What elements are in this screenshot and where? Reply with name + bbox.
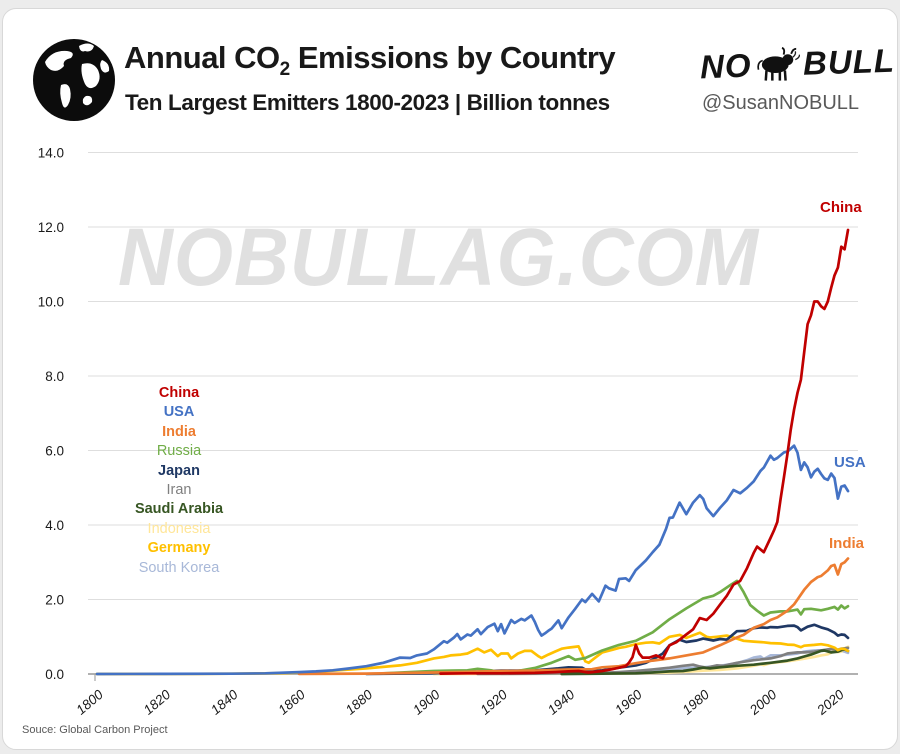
legend-item-russia: Russia — [156, 443, 202, 460]
chart-legend: China USA India Russia Japan Iran Saudi Arabia… — [96, 384, 262, 578]
x-tick-label: 1860 — [275, 687, 308, 718]
series-line-germany — [95, 631, 850, 676]
x-tick-label: 1880 — [343, 687, 376, 718]
x-tick-label: 1940 — [545, 687, 578, 718]
legend-item-china: China — [158, 385, 200, 401]
title-subscript: 2 — [279, 59, 291, 81]
y-tick-label: 12.0 — [38, 220, 64, 235]
legend-item-south-korea: South Korea — [138, 559, 220, 576]
x-tick-label: 1840 — [208, 687, 241, 718]
x-tick-label: 2020 — [813, 687, 847, 719]
bull-icon — [756, 47, 800, 81]
y-tick-label: 2.0 — [45, 593, 64, 608]
series-line-japan — [365, 623, 850, 676]
legend-item-saudi-arabia: Saudi Arabia — [134, 501, 224, 518]
legend-item-japan: Japan — [158, 462, 200, 479]
x-tick-label: 1980 — [679, 687, 712, 718]
series-line-india — [297, 557, 850, 676]
chart-card — [2, 8, 898, 750]
series-line-china — [439, 228, 850, 675]
x-tick-label: 1900 — [410, 687, 443, 718]
series-line-saudi-arabia — [560, 648, 850, 676]
x-tick-label: 1920 — [477, 687, 510, 718]
x-tick-label: 1800 — [73, 687, 106, 718]
legend-item-germany: Germany — [147, 540, 211, 557]
x-axis-labels: 1800 1820 1840 1860 1880 1900 1920 1940 1960 1980… — [73, 687, 847, 719]
legend-item-india: India — [162, 423, 196, 440]
series-line-usa — [95, 444, 850, 676]
page-subtitle: Ten Largest Emitters 1800-2023 | Billion… — [125, 90, 610, 115]
brand-text-bull: BULL — [802, 41, 896, 82]
y-tick-label: 8.0 — [45, 369, 64, 384]
y-tick-label: 4.0 — [45, 518, 64, 533]
y-tick-label: 10.0 — [38, 295, 64, 310]
legend-item-indonesia: Indonesia — [147, 520, 211, 537]
legend-item-iran: Iran — [166, 482, 192, 499]
line-label-usa: USA — [834, 454, 866, 471]
nobull-logo: NO BULL — [699, 35, 896, 94]
globe-icon — [33, 39, 115, 121]
page-title: Annual CO2 Emissions by Country — [124, 40, 616, 81]
line-label-india: India — [829, 535, 865, 552]
series-line-iran — [476, 646, 850, 676]
source-note: Souce: Global Carbon Project — [22, 724, 168, 736]
line-label-china: China — [820, 199, 862, 216]
y-tick-label: 0.0 — [45, 667, 64, 682]
legend-item-usa: USA — [163, 404, 195, 421]
y-tick-label: 14.0 — [38, 146, 64, 161]
x-tick-label: 1820 — [141, 687, 174, 718]
brand-handle: @SusanNOBULL — [702, 92, 860, 114]
x-tick-label: 1960 — [612, 687, 645, 718]
brand-text-no: NO — [699, 46, 753, 86]
y-tick-label: 6.0 — [45, 444, 64, 459]
x-tick-label: 2000 — [746, 687, 780, 719]
